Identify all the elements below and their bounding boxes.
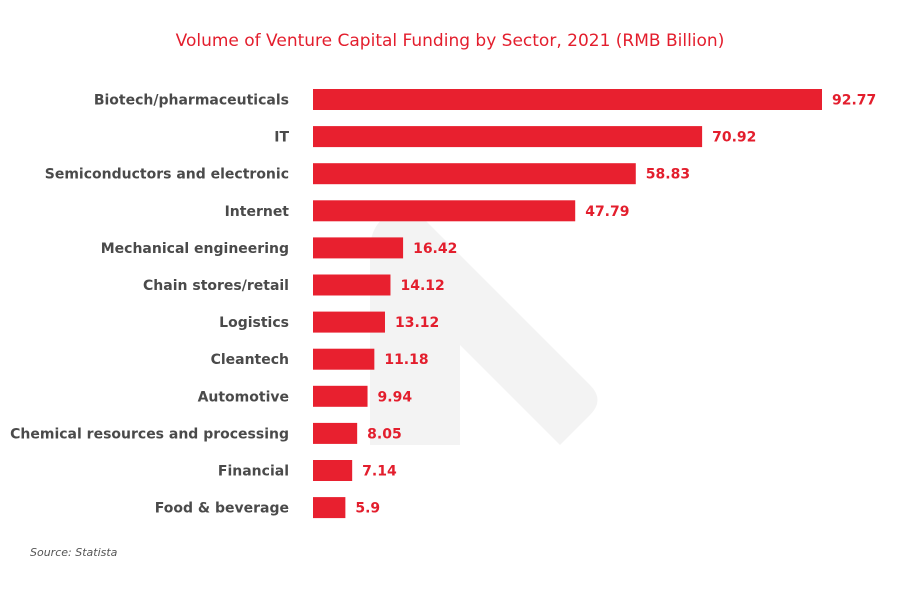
category-label: Logistics: [219, 315, 289, 331]
value-label: 47.79: [585, 204, 629, 220]
bar: [313, 348, 375, 370]
category-label: Cleantech: [211, 352, 289, 368]
value-label: 8.05: [367, 426, 402, 442]
value-label: 11.18: [384, 352, 428, 368]
value-label: 5.9: [355, 501, 380, 517]
category-label: Internet: [225, 204, 290, 220]
value-label: 7.14: [362, 464, 397, 480]
value-label: 92.77: [832, 93, 876, 109]
bar: [313, 497, 346, 519]
category-label: Chain stores/retail: [143, 278, 289, 294]
category-label: Chemical resources and processing: [10, 426, 289, 442]
bar: [313, 126, 703, 148]
value-label: 14.12: [400, 278, 444, 294]
category-label: IT: [274, 130, 289, 146]
bars-group: Biotech/pharmaceuticals 92.77 IT 70.92 Semic…: [10, 89, 876, 519]
category-label: Automotive: [198, 389, 289, 405]
bar: [313, 200, 576, 222]
bar: [313, 237, 404, 259]
value-label: 70.92: [712, 130, 756, 146]
category-label: Financial: [218, 464, 289, 480]
value-label: 58.83: [646, 167, 690, 183]
bar: [313, 274, 391, 296]
chart-title: Volume of Venture Capital Funding by Sec…: [176, 31, 725, 51]
category-label: Semiconductors and electronic: [45, 167, 289, 183]
value-label: 16.42: [413, 241, 457, 257]
watermark-logo: [370, 205, 598, 445]
bar: [313, 460, 353, 481]
bar: [313, 311, 385, 333]
category-label: Food & beverage: [155, 501, 289, 517]
bar: [313, 422, 358, 444]
value-label: 9.94: [378, 389, 413, 405]
category-label: Biotech/pharmaceuticals: [94, 93, 289, 109]
bar: [313, 385, 368, 407]
value-label: 13.12: [395, 315, 439, 331]
bar: [313, 89, 822, 110]
bar: [313, 163, 636, 185]
category-label: Mechanical engineering: [101, 241, 289, 257]
source-note: Source: Statista: [30, 546, 118, 559]
